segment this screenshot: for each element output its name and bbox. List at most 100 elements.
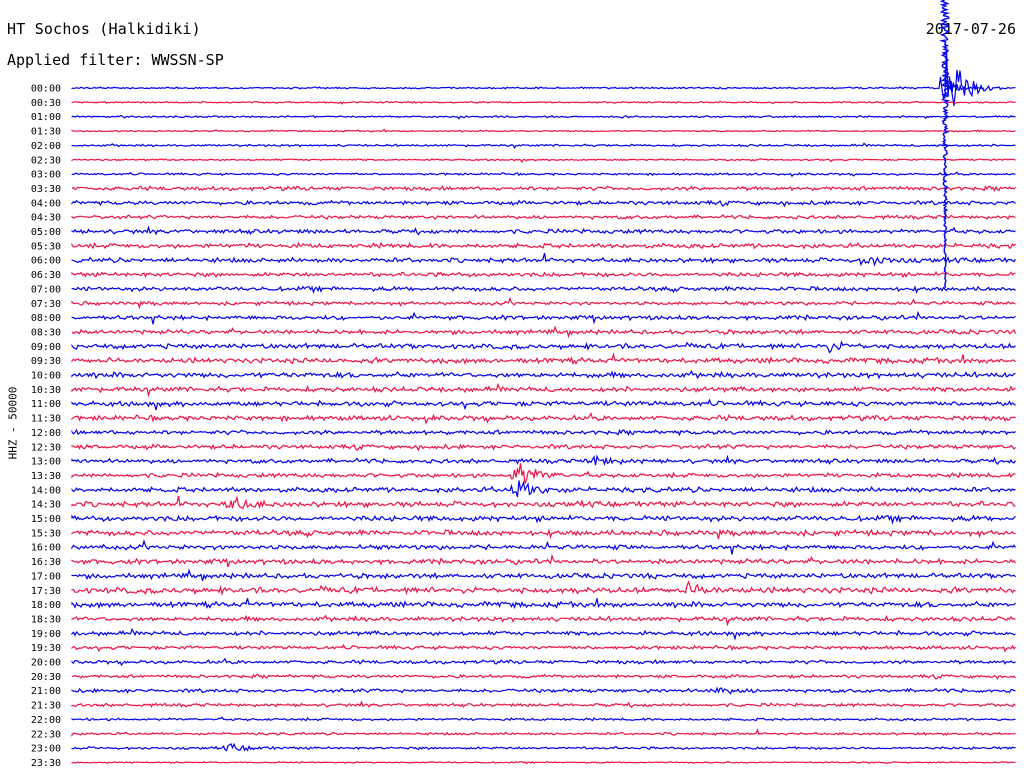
trace-row xyxy=(71,370,1016,380)
trace-row xyxy=(71,428,1016,437)
row-time-label: 09:00 xyxy=(31,342,61,353)
row-time-label: 09:30 xyxy=(31,356,61,367)
row-time-label: 17:30 xyxy=(31,586,61,597)
row-time-label: 05:30 xyxy=(31,241,61,252)
trace-row xyxy=(71,463,1016,484)
row-time-label: 07:30 xyxy=(31,299,61,310)
filter-label: Applied filter: WWSSN-SP xyxy=(7,51,224,69)
large-event-spike xyxy=(939,0,951,289)
trace-row xyxy=(71,673,1016,681)
trace-row xyxy=(71,454,1016,466)
row-time-label: 04:00 xyxy=(31,198,61,209)
row-time-label: 12:30 xyxy=(31,442,61,453)
row-time-label: 04:30 xyxy=(31,213,61,224)
trace-row xyxy=(71,514,1016,525)
row-time-label: 13:30 xyxy=(31,471,61,482)
row-time-label: 16:30 xyxy=(31,557,61,568)
row-time-label: 02:00 xyxy=(31,141,61,152)
row-time-label: 02:30 xyxy=(31,155,61,166)
trace-row xyxy=(71,553,1017,568)
trace-row xyxy=(71,568,1016,582)
trace-row xyxy=(71,340,1016,354)
trace-row xyxy=(71,185,1016,192)
trace-row xyxy=(71,114,1016,120)
row-time-label: 07:00 xyxy=(31,284,61,295)
trace-row xyxy=(71,443,1016,452)
row-time-label: 01:00 xyxy=(31,112,61,123)
trace-row xyxy=(71,158,1016,164)
trace-row xyxy=(71,598,1016,610)
row-time-label: 10:00 xyxy=(31,371,61,382)
trace-row xyxy=(71,580,1016,596)
row-time-label: 03:00 xyxy=(31,170,61,181)
row-time-label: 06:00 xyxy=(31,256,61,267)
row-time-label: 11:30 xyxy=(31,414,61,425)
row-time-label: 21:00 xyxy=(31,686,61,697)
row-time-label: 14:00 xyxy=(31,485,61,496)
trace-row xyxy=(71,716,1016,722)
trace-row xyxy=(71,171,1016,178)
station-title: HT Sochos (Halkidiki) xyxy=(7,20,201,38)
row-time-label: 03:30 xyxy=(31,184,61,195)
trace-row xyxy=(71,285,1016,295)
trace-row xyxy=(71,528,1016,540)
trace-group xyxy=(71,0,1017,765)
tick-label-group: 00:00 00:30 01:00 01:30 02:00 02:30 03:00 03:30… xyxy=(31,84,61,769)
row-time-label: 08:00 xyxy=(31,313,61,324)
trace-row xyxy=(71,225,1016,236)
trace-row xyxy=(71,100,1016,105)
row-time-label: 21:30 xyxy=(31,701,61,712)
row-time-label: 01:30 xyxy=(31,127,61,138)
trace-row xyxy=(71,760,1016,765)
trace-row xyxy=(71,412,1016,425)
trace-row xyxy=(71,352,1016,366)
trace-row xyxy=(71,325,1017,339)
large-event-coda xyxy=(944,79,985,93)
trace-row xyxy=(71,383,1016,398)
trace-row xyxy=(71,252,1017,267)
row-time-label: 20:00 xyxy=(31,658,61,669)
trace-row xyxy=(71,480,1016,498)
row-time-label: 19:30 xyxy=(31,643,61,654)
row-time-label: 22:30 xyxy=(31,729,61,740)
row-time-label: 05:00 xyxy=(31,227,61,238)
trace-row xyxy=(71,270,1016,279)
trace-row xyxy=(71,728,1016,737)
trace-row xyxy=(71,128,1016,133)
trace-row xyxy=(71,742,1016,752)
row-time-label: 11:00 xyxy=(31,399,61,410)
row-time-label: 13:00 xyxy=(31,457,61,468)
row-time-label: 18:30 xyxy=(31,614,61,625)
row-time-label: 20:30 xyxy=(31,672,61,683)
trace-row xyxy=(71,49,1016,106)
trace-row xyxy=(71,686,1016,695)
row-time-label: 23:00 xyxy=(31,744,61,755)
row-time-label: 18:00 xyxy=(31,600,61,611)
trace-row xyxy=(71,657,1016,667)
row-time-label: 19:00 xyxy=(31,629,61,640)
trace-row xyxy=(71,199,1016,208)
trace-row xyxy=(71,296,1016,310)
row-time-label: 17:00 xyxy=(31,571,61,582)
trace-row xyxy=(71,614,1016,627)
trace-row xyxy=(71,627,1016,641)
trace-row xyxy=(71,643,1016,653)
trace-row xyxy=(71,241,1016,250)
row-time-label: 23:30 xyxy=(31,758,61,769)
trace-row xyxy=(71,142,1016,150)
row-time-label: 00:30 xyxy=(31,98,61,109)
trace-row xyxy=(71,700,1016,709)
row-time-label: 08:30 xyxy=(31,327,61,338)
trace-row xyxy=(71,398,1016,411)
trace-row xyxy=(71,495,1016,510)
row-time-label: 15:00 xyxy=(31,514,61,525)
row-time-label: 16:00 xyxy=(31,543,61,554)
row-time-label: 22:00 xyxy=(31,715,61,726)
trace-row xyxy=(71,539,1016,555)
row-time-label: 15:30 xyxy=(31,528,61,539)
row-time-label: 10:30 xyxy=(31,385,61,396)
row-time-label: 14:30 xyxy=(31,500,61,511)
date-label: 2017-07-26 xyxy=(925,20,1016,38)
trace-row xyxy=(71,310,1016,325)
